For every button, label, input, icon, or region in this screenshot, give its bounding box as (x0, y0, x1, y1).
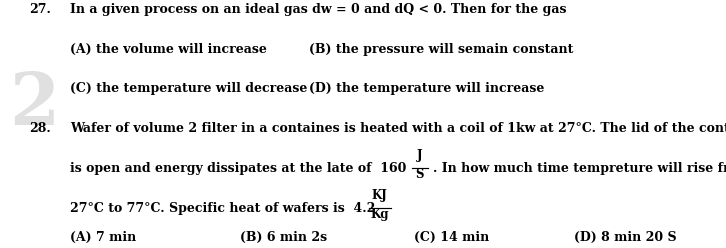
Text: S: S (416, 168, 424, 181)
Text: (A) the volume will increase: (A) the volume will increase (70, 43, 267, 56)
Text: . In how much time tempreture will rise from: . In how much time tempreture will rise … (433, 162, 726, 175)
Text: (D) 8 min 20 S: (D) 8 min 20 S (574, 231, 676, 244)
Text: (D) the temperature will increase: (D) the temperature will increase (309, 83, 544, 95)
Text: In a given process on an ideal gas dw = 0 and dQ < 0. Then for the gas: In a given process on an ideal gas dw = … (70, 3, 567, 16)
Text: 27°C to 77°C. Specific heat of wafers is  4.2: 27°C to 77°C. Specific heat of wafers is… (70, 202, 376, 215)
Text: Kg: Kg (370, 208, 389, 221)
Text: 28.: 28. (29, 122, 51, 135)
Text: Wafer of volume 2 filter in a containes is heated with a coil of 1kw at 27°C. Th: Wafer of volume 2 filter in a containes … (70, 122, 726, 135)
Text: (C) 14 min: (C) 14 min (414, 231, 489, 244)
Text: 2: 2 (9, 69, 59, 140)
Text: J: J (417, 150, 423, 162)
Text: 27.: 27. (29, 3, 51, 16)
Text: (A) 7 min: (A) 7 min (70, 231, 136, 244)
Text: (C) the temperature will decrease: (C) the temperature will decrease (70, 83, 308, 95)
Text: (B) 6 min 2s: (B) 6 min 2s (240, 231, 327, 244)
Text: (B) the pressure will semain constant: (B) the pressure will semain constant (309, 43, 573, 56)
Text: is open and energy dissipates at the late of  160: is open and energy dissipates at the lat… (70, 162, 407, 175)
Text: KJ: KJ (372, 189, 388, 202)
